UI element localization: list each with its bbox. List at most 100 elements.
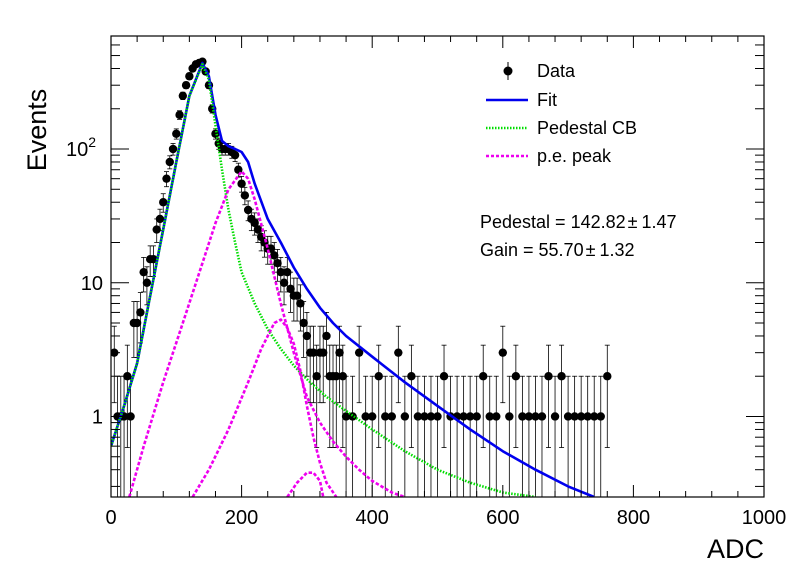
x-tick-label: 400 [356, 507, 389, 529]
data-point [590, 375, 599, 497]
data-point [354, 325, 364, 404]
data-point [479, 344, 488, 448]
data-point [136, 292, 145, 344]
data-point [142, 266, 152, 306]
data-point [570, 375, 579, 497]
data-point [511, 344, 521, 448]
data-point [413, 375, 423, 497]
data-point [341, 375, 351, 497]
legend-label-data: Data [537, 61, 576, 81]
pedestal-annotation-label: Pedestal = 142.82 [480, 212, 626, 232]
x-tick-label: 600 [486, 507, 519, 529]
data-point [185, 72, 194, 81]
data-point [459, 375, 468, 497]
pedestal-cb-curve [111, 63, 536, 497]
axis-ticks: 0 200 400 600 800 1000 1 10 102 [66, 35, 787, 529]
data-point [335, 325, 344, 404]
data-point [175, 110, 184, 120]
data-point [400, 375, 410, 497]
data-point [111, 325, 119, 404]
pedestal-annotation-error: 1.47 [642, 212, 677, 232]
x-tick-label: 200 [225, 507, 258, 529]
data-point [603, 344, 612, 448]
data-point [292, 277, 302, 322]
pedestal-annotation: Pedestal = 142.82 ±1.47 [480, 212, 677, 232]
gain-annotation-label: Gain = 55.70 [480, 240, 584, 260]
data-point [338, 344, 348, 448]
gain-annotation-error: 1.32 [599, 240, 634, 260]
data-point [387, 375, 396, 497]
legend-entry-fit: Fit [486, 90, 557, 110]
data-point [237, 175, 246, 193]
data-point [152, 218, 161, 243]
data-point [550, 375, 560, 497]
data-point [505, 375, 514, 497]
data-point [465, 375, 475, 497]
data-point [420, 375, 429, 497]
data-point [361, 375, 370, 497]
data-point [276, 257, 285, 293]
data-series [111, 57, 612, 497]
y-tick-label: 102 [66, 134, 96, 161]
data-point [531, 375, 540, 497]
data-point [312, 344, 321, 448]
pe-peak-curve [286, 471, 325, 497]
data-point [492, 375, 501, 497]
data-point [426, 375, 436, 497]
data-point [557, 344, 566, 448]
data-point [123, 344, 132, 448]
data-point [234, 162, 243, 178]
data-point [309, 325, 318, 404]
y-tick-label: 1 [92, 406, 103, 428]
legend-label-fit: Fit [537, 90, 557, 110]
data-point [524, 375, 534, 497]
data-point [596, 375, 605, 497]
legend-entry-pedestal: Pedestal CB [486, 118, 637, 138]
fit-curves [111, 61, 595, 497]
legend-entry-data: Data [503, 61, 576, 81]
data-point [407, 344, 416, 448]
data-point [576, 375, 586, 497]
data-point [472, 375, 481, 497]
data-point [159, 193, 168, 213]
data-point [286, 271, 295, 313]
data-point [240, 186, 250, 206]
data-point [485, 375, 494, 497]
data-point [544, 344, 553, 448]
data-point [178, 91, 188, 100]
legend-label-pe-peak: p.e. peak [537, 146, 612, 166]
data-point [368, 375, 377, 497]
plot-frame [110, 35, 765, 498]
data-point [394, 325, 403, 404]
data-point [498, 325, 507, 404]
pedestal-annotation-pm: ± [628, 212, 638, 232]
data-point [139, 257, 148, 293]
data-point [273, 249, 282, 282]
data-point [162, 171, 171, 188]
pe-peak-curve [191, 318, 338, 497]
x-axis-title: ADC [707, 534, 764, 564]
legend-marker-data [503, 66, 513, 76]
data-point [563, 375, 573, 497]
data-point [381, 375, 390, 497]
pe-peak-curve [128, 170, 406, 497]
data-point [433, 375, 442, 497]
data-point [165, 155, 174, 170]
data-point [537, 375, 547, 497]
y-tick-label: 10 [81, 273, 103, 295]
data-point [348, 375, 357, 497]
data-point [230, 148, 240, 163]
legend-label-pedestal: Pedestal CB [537, 118, 637, 138]
gain-annotation: Gain = 55.70 ±1.32 [480, 240, 635, 260]
data-point [181, 81, 191, 90]
legend: Data Fit Pedestal CB p.e. peak [486, 61, 637, 166]
data-point [439, 344, 449, 448]
data-point [583, 375, 592, 497]
x-tick-label: 1000 [742, 507, 787, 529]
data-point [299, 301, 308, 358]
y-axis-title: Events [22, 89, 52, 172]
data-point [518, 375, 527, 497]
data-point [168, 143, 178, 156]
